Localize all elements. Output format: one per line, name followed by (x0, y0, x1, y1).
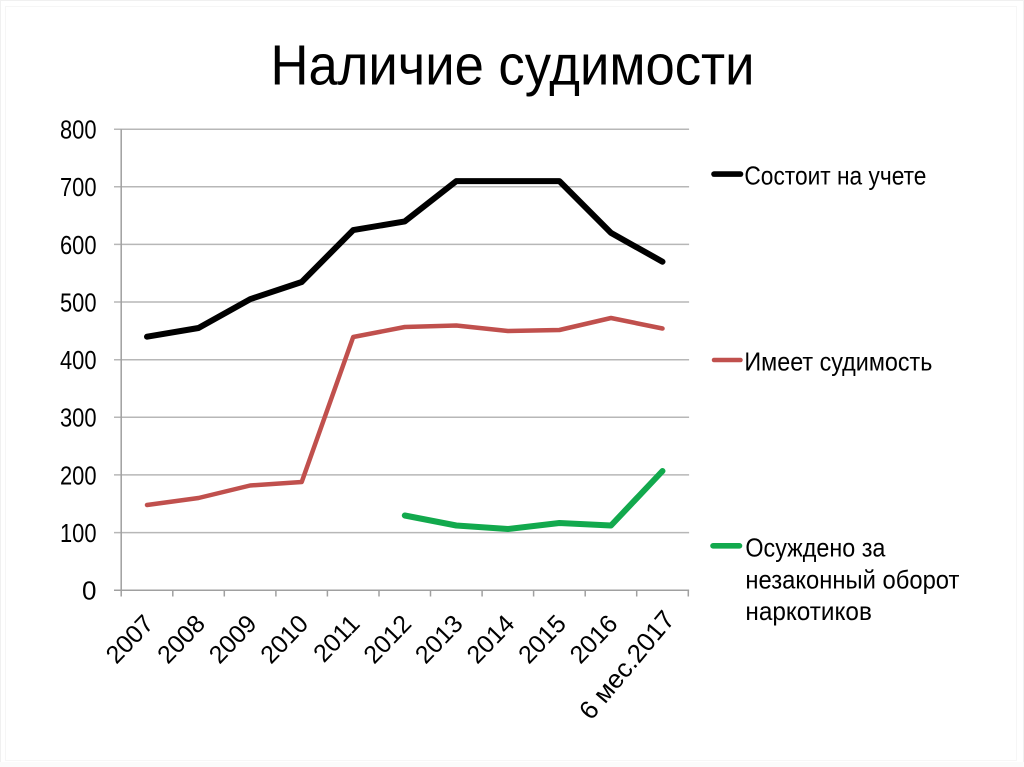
svg-text:300: 300 (60, 403, 97, 433)
svg-text:незаконный оборот: незаконный оборот (745, 564, 959, 594)
svg-text:400: 400 (60, 345, 97, 375)
svg-text:800: 800 (60, 115, 97, 145)
svg-text:200: 200 (60, 460, 97, 490)
svg-text:Состоит на учете: Состоит на учете (744, 160, 926, 190)
svg-text:наркотиков: наркотиков (745, 596, 872, 626)
svg-text:0: 0 (82, 576, 96, 606)
svg-text:100: 100 (60, 518, 97, 548)
svg-text:700: 700 (60, 172, 97, 202)
svg-text:Наличие судимости: Наличие судимости (271, 33, 755, 97)
svg-text:600: 600 (60, 230, 97, 260)
svg-text:Имеет судимость: Имеет судимость (744, 347, 932, 377)
svg-text:500: 500 (60, 287, 97, 317)
svg-text:Осуждено за: Осуждено за (745, 533, 885, 563)
